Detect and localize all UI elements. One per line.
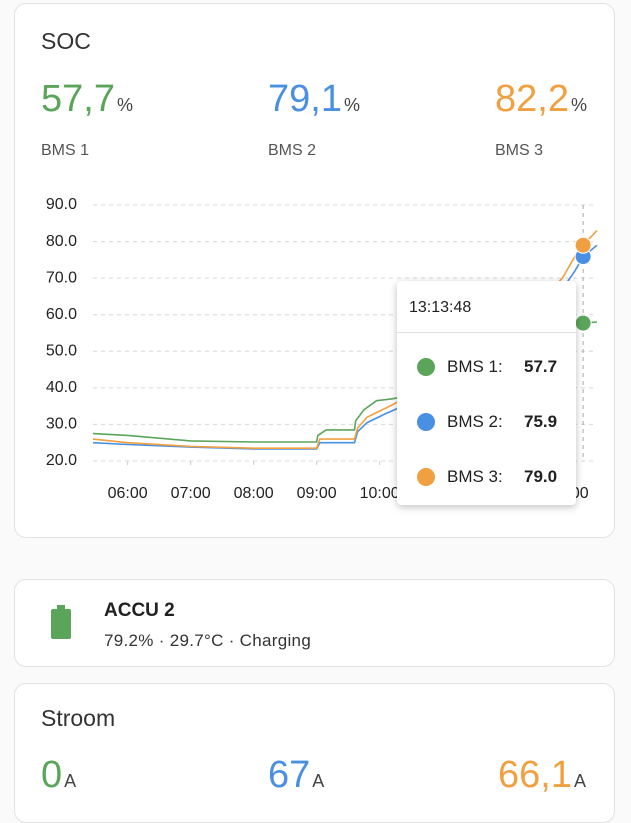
entity-name: ACCU 2 bbox=[104, 600, 175, 621]
legend-dot bbox=[417, 358, 435, 376]
entity-state: 79.2% · 29.7°C · Charging bbox=[104, 631, 312, 650]
stat-value: 67 bbox=[268, 754, 311, 796]
stat-value: 57,7 bbox=[41, 78, 115, 120]
tooltip-time: 13:13:48 bbox=[409, 299, 472, 316]
x-tick-label: 09:00 bbox=[297, 485, 337, 502]
stat: 66,1 A bbox=[498, 754, 631, 797]
stat: 57,7% BMS 1 bbox=[41, 78, 241, 159]
y-tick-label: 60.0 bbox=[46, 306, 77, 323]
stat-value: 66,1 bbox=[498, 754, 572, 796]
y-tick-label: 70.0 bbox=[46, 269, 77, 286]
cursor-point bbox=[574, 314, 592, 332]
series-line bbox=[92, 230, 598, 449]
legend-dot bbox=[417, 468, 435, 486]
stat-value: 79,1 bbox=[268, 78, 342, 120]
tooltip-value: 75.9 bbox=[524, 412, 558, 431]
tooltip-value: 57.7 bbox=[524, 357, 558, 376]
accu-card[interactable]: ACCU 2 79.2% · 29.7°C · Charging bbox=[14, 579, 615, 667]
tooltip-row: BMS 1: 57.7 bbox=[417, 357, 577, 377]
tooltip-row: BMS 3: 79.0 bbox=[417, 467, 577, 487]
x-tick-label: 07:00 bbox=[171, 485, 211, 502]
x-tick-label: 10:00 bbox=[360, 485, 400, 502]
y-tick-label: 30.0 bbox=[46, 416, 77, 433]
stat-label: BMS 1 bbox=[41, 142, 90, 159]
tooltip-name: BMS 1: bbox=[447, 357, 503, 376]
y-tick-label: 20.0 bbox=[46, 452, 77, 469]
stat-unit: A bbox=[64, 771, 77, 791]
stat-label: BMS 2 bbox=[268, 142, 317, 159]
tooltip: 13:13:48 BMS 1: 57.7 BMS 2: 75.9 BMS 3: 79.… bbox=[397, 281, 576, 505]
stat-unit: A bbox=[312, 771, 325, 791]
stat-value: 82,2 bbox=[495, 78, 569, 120]
battery-cap bbox=[57, 605, 65, 609]
stat-label: BMS 3 bbox=[495, 142, 544, 159]
tooltip-name: BMS 2: bbox=[447, 412, 503, 431]
stat-unit: % bbox=[116, 95, 133, 115]
y-tick-label: 80.0 bbox=[46, 233, 77, 250]
legend-dot bbox=[417, 413, 435, 431]
x-tick-label: 08:00 bbox=[234, 485, 274, 502]
card-title: SOC bbox=[41, 28, 91, 54]
cursor-point bbox=[574, 236, 592, 254]
tooltip-row: BMS 2: 75.9 bbox=[417, 412, 577, 432]
divider bbox=[397, 332, 576, 333]
battery-body bbox=[51, 609, 71, 639]
tooltip-value: 79.0 bbox=[524, 467, 558, 486]
y-tick-label: 50.0 bbox=[46, 343, 77, 360]
stat-unit: A bbox=[573, 771, 586, 791]
card-title: Stroom bbox=[41, 705, 116, 731]
stat-unit: % bbox=[343, 95, 360, 115]
stat-value: 0 bbox=[41, 754, 63, 796]
stat: 79,1% BMS 2 bbox=[268, 78, 468, 159]
stat: 67 A bbox=[268, 754, 468, 797]
page: SOC 57,7% BMS 1 79,1% BMS 2 82,2% BMS 3 … bbox=[14, 3, 631, 823]
y-tick-label: 90.0 bbox=[46, 196, 77, 213]
x-tick-label: 06:00 bbox=[108, 485, 148, 502]
y-tick-label: 40.0 bbox=[46, 379, 77, 396]
battery-icon bbox=[51, 605, 71, 639]
stat: 82,2% BMS 3 bbox=[495, 78, 631, 159]
tooltip-name: BMS 3: bbox=[447, 467, 503, 486]
stat-unit: % bbox=[570, 95, 587, 115]
